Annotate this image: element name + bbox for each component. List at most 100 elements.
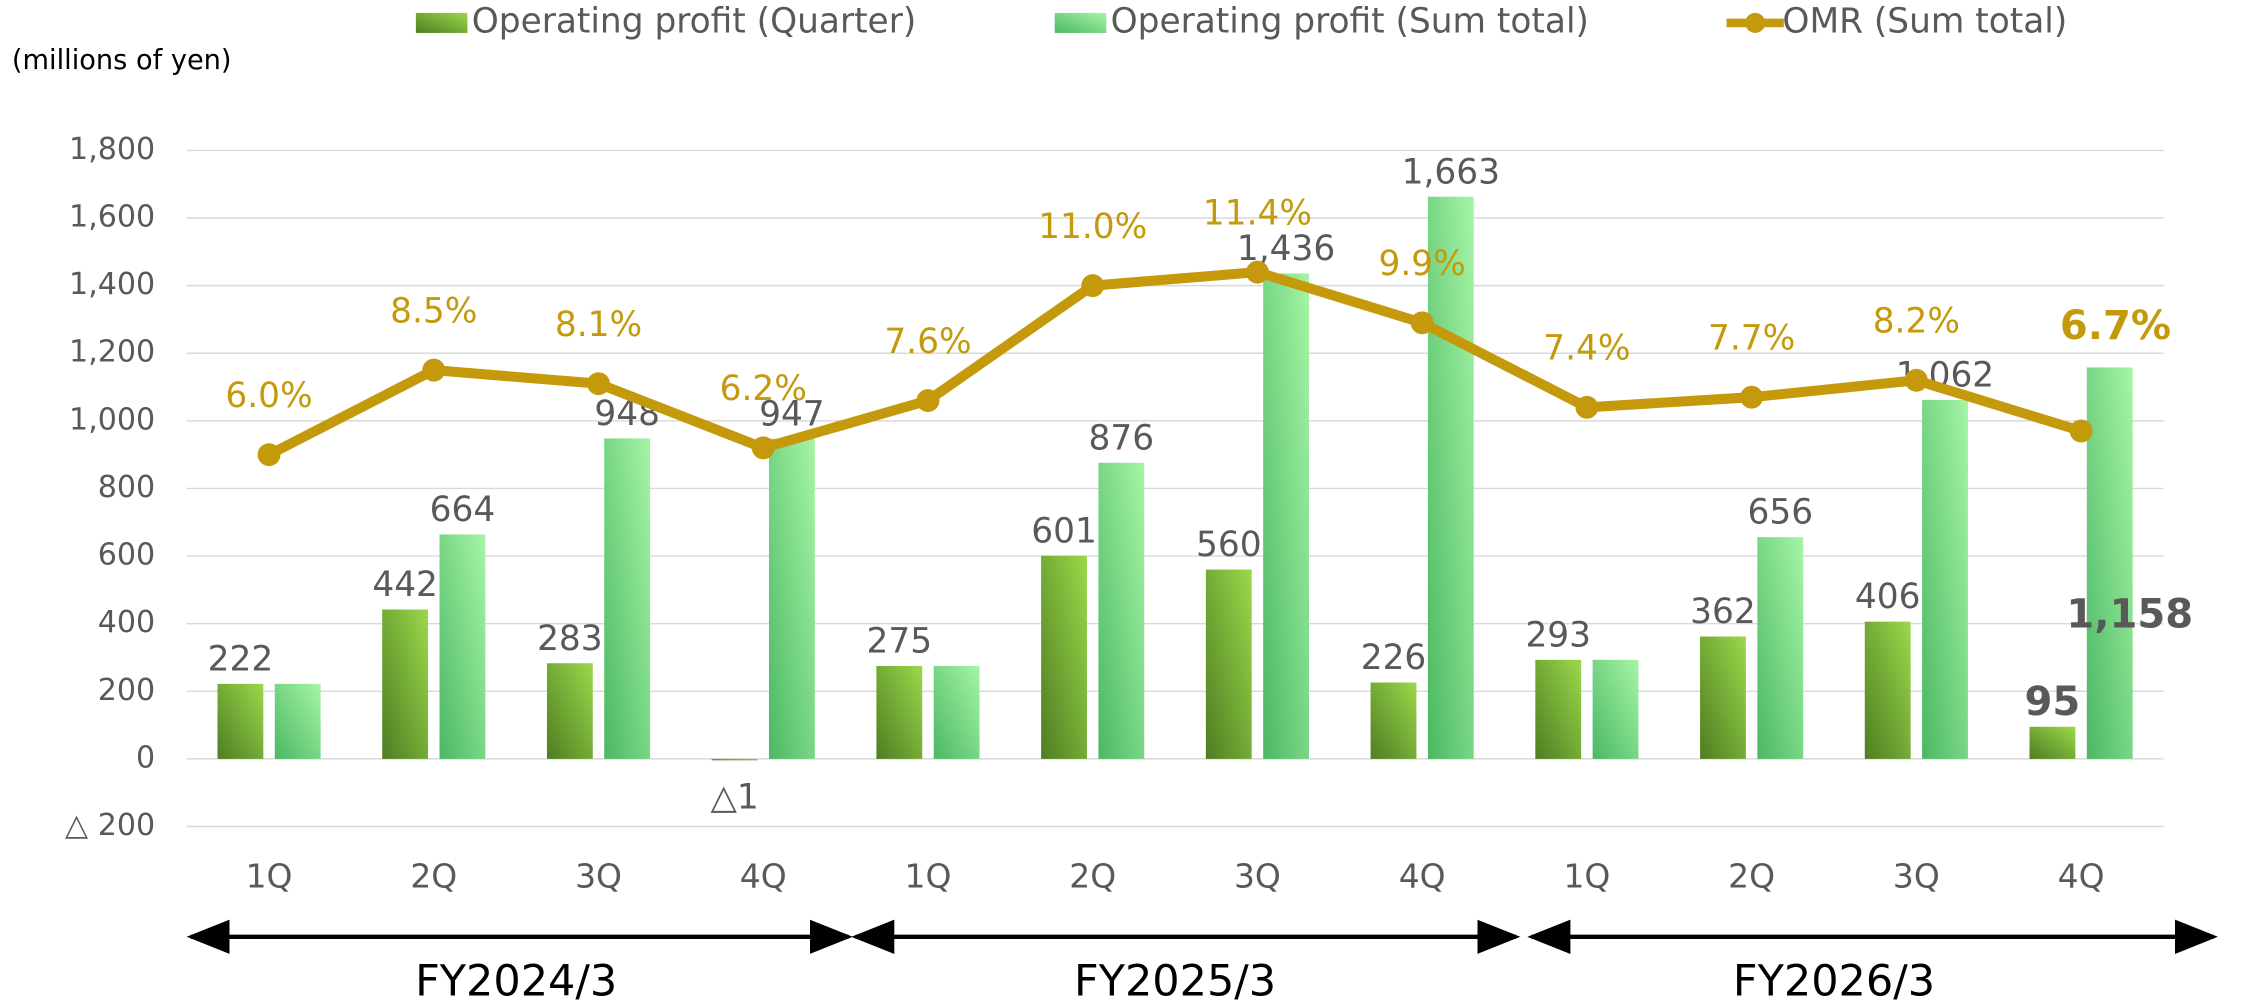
group-label: FY2026/3 [1733, 957, 1935, 1007]
line-point [257, 443, 281, 467]
x-tick-label: 3Q [1893, 857, 1940, 896]
line-point [751, 436, 775, 460]
legend-swatch [415, 12, 468, 33]
legend-label: Operating profit (Quarter) [472, 1, 916, 41]
x-tick-label: 2Q [1069, 857, 1116, 896]
bar [1757, 537, 1804, 759]
x-tick-label: 2Q [1728, 857, 1775, 896]
bar [2029, 726, 2076, 759]
bar [1427, 196, 1474, 759]
bar [382, 609, 429, 759]
line [266, 267, 2083, 460]
bar [711, 758, 758, 761]
x-tick-label: 4Q [2058, 857, 2105, 896]
bar [1700, 636, 1746, 759]
data-label: 6.2% [720, 369, 807, 409]
data-label: 1,158 [2066, 592, 2193, 638]
bar [768, 438, 815, 759]
data-label: 947 [759, 394, 825, 434]
line-point [1904, 368, 1928, 392]
y-tick-label: 1,000 [69, 402, 155, 437]
x-tick-label: 1Q [905, 857, 952, 896]
data-label: 283 [537, 619, 603, 659]
data-label: 362 [1690, 592, 1756, 632]
axis-label: (millions of yen) [12, 45, 232, 76]
x-tick-label: 4Q [740, 857, 787, 896]
line-point [1245, 260, 1269, 284]
data-label: 8.1% [555, 305, 642, 345]
y-tick-label: 800 [98, 470, 155, 505]
bar [876, 665, 923, 759]
bar [439, 534, 486, 759]
legend-label: OMR (Sum total) [1782, 1, 2067, 41]
x-tick-label: 3Q [575, 857, 622, 896]
line-point [2069, 419, 2093, 443]
data-label: 11.4% [1203, 193, 1312, 233]
line-point [1740, 385, 1764, 409]
group-label: FY2025/3 [1074, 957, 1276, 1007]
bar [1205, 569, 1252, 759]
line-point [916, 389, 940, 413]
data-label: 656 [1747, 493, 1813, 533]
data-label: 7.4% [1543, 329, 1630, 369]
bar [1263, 273, 1309, 759]
bar [546, 663, 593, 759]
legend-swatch [1054, 12, 1107, 33]
data-label: 876 [1089, 418, 1155, 458]
bar [1864, 621, 1911, 759]
x-tick-label: 2Q [410, 857, 457, 896]
legend-marker [1745, 12, 1766, 33]
x-tick-label: 3Q [1234, 857, 1281, 896]
data-label: 11.0% [1038, 207, 1147, 247]
bar [274, 683, 321, 759]
group-label: FY2024/3 [415, 957, 617, 1007]
bar [1922, 399, 1968, 759]
data-label: 222 [208, 639, 274, 679]
data-label: 8.5% [390, 291, 477, 331]
bar [933, 665, 980, 759]
line-point [1575, 395, 1599, 419]
data-label: 9.9% [1379, 244, 1466, 284]
bar [1535, 659, 1582, 759]
data-label: 7.6% [884, 322, 971, 362]
data-label: 226 [1361, 638, 1427, 678]
bar [1370, 682, 1417, 759]
bar [217, 683, 264, 759]
y-tick-label: △ 200 [65, 808, 155, 843]
y-tick-label: 1,200 [69, 335, 155, 370]
line-point [1410, 311, 1434, 335]
line-point [422, 358, 446, 382]
line-point [587, 372, 610, 396]
data-label: 560 [1196, 525, 1262, 565]
x-tick-label: 1Q [246, 857, 293, 896]
data-label: 95 [2025, 679, 2081, 725]
legend-label: Operating profit (Sum total) [1111, 1, 1589, 41]
data-label: 293 [1525, 615, 1591, 655]
data-label: 406 [1855, 577, 1921, 617]
bar [1098, 462, 1145, 759]
y-tick-label: 1,600 [69, 200, 155, 235]
x-tick-label: 4Q [1399, 857, 1446, 896]
bar [604, 438, 651, 759]
line-point [1081, 274, 1105, 298]
x-tick-label: 1Q [1563, 857, 1610, 896]
data-label: 6.0% [225, 376, 312, 416]
data-label: 442 [372, 565, 438, 605]
data-label: 1,663 [1402, 152, 1500, 192]
y-tick-label: 0 [136, 740, 155, 775]
data-label: 8.2% [1873, 301, 1960, 341]
bar [2086, 367, 2133, 759]
y-tick-label: 1,800 [69, 132, 155, 167]
data-label: 601 [1031, 511, 1097, 551]
y-tick-label: 1,400 [69, 267, 155, 302]
data-label: 275 [867, 622, 933, 662]
y-tick-label: 600 [98, 538, 155, 573]
y-tick-label: 200 [98, 673, 155, 708]
data-label: 6.7% [2060, 303, 2171, 349]
bar [1041, 555, 1087, 759]
y-tick-label: 400 [98, 605, 155, 640]
data-label: 7.7% [1708, 318, 1795, 358]
data-label: △1 [710, 778, 758, 818]
